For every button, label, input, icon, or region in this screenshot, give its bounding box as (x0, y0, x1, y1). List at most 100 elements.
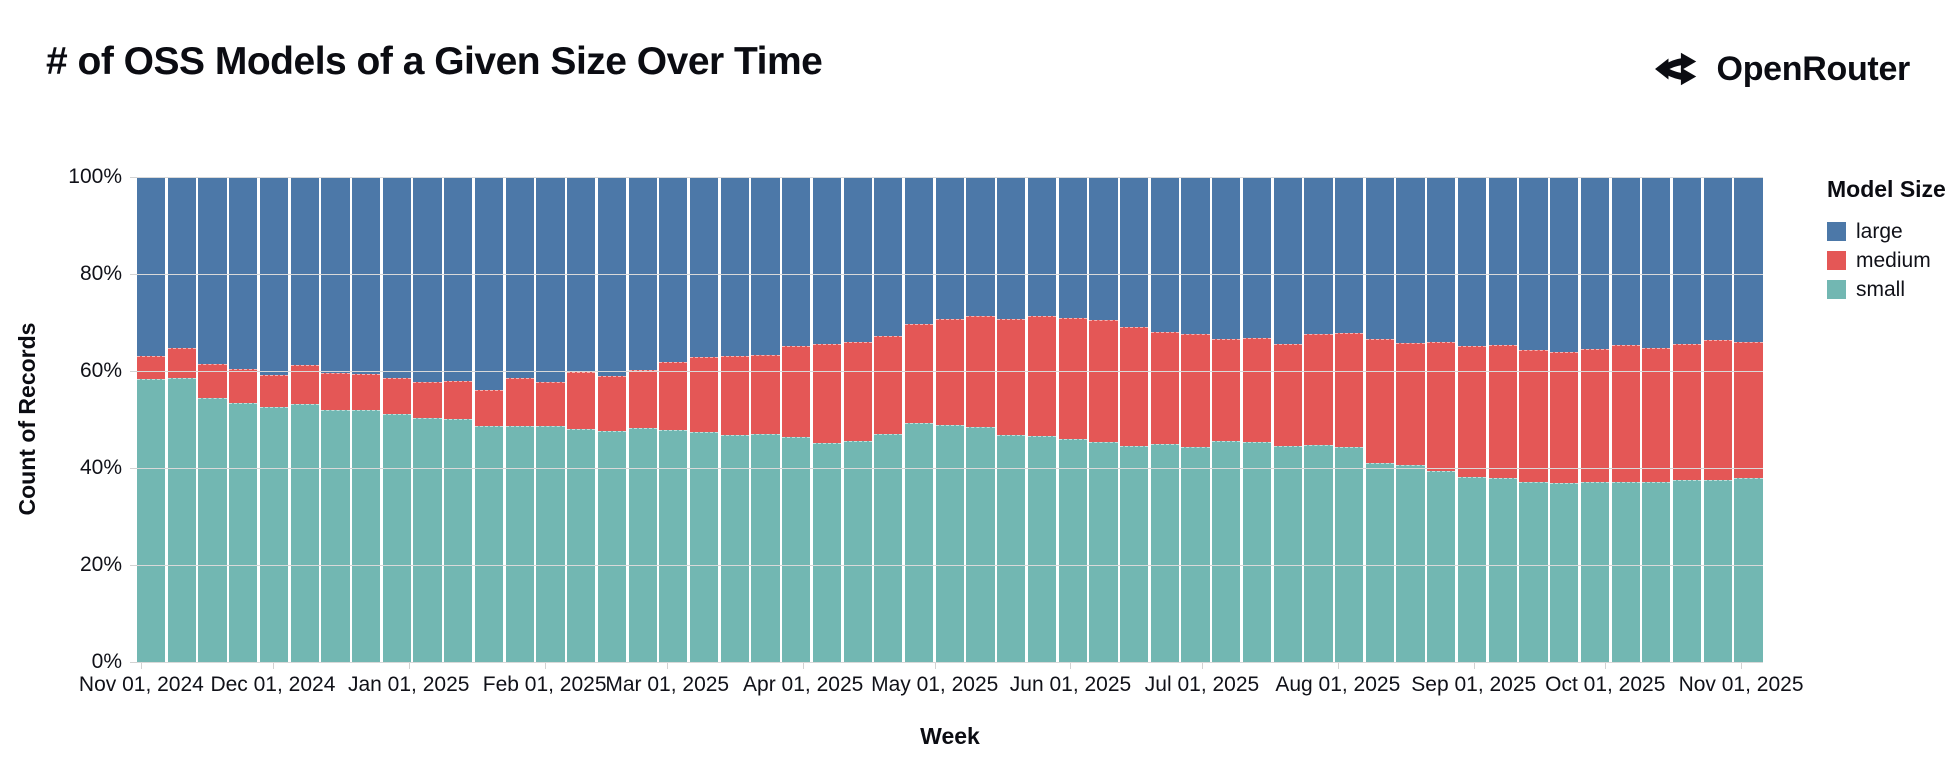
x-tick-Sep-01-2025 (1473, 663, 1475, 669)
bar-segment-large (1519, 177, 1548, 350)
bar-segment-small (1150, 444, 1179, 662)
bar-segment-large (1304, 177, 1333, 335)
x-tick-label-Dec-01-2024: Dec 01, 2024 (210, 673, 336, 696)
bar-segment-small (935, 425, 964, 662)
bar-segment-large (1457, 177, 1487, 347)
bar-segment-medium (1642, 348, 1671, 483)
bar-segment-small (1734, 477, 1763, 662)
bar-segment-medium (1396, 342, 1425, 466)
bar-week-2025-05-18 (1027, 177, 1057, 662)
bar-segment-large (1427, 177, 1456, 343)
bar-segment-large (1365, 177, 1394, 339)
bar-segment-medium (505, 378, 534, 426)
x-tick-Mar-01-2025 (667, 663, 669, 669)
bar-segment-large (1150, 177, 1179, 332)
legend: Model Size large medium small (1827, 176, 1946, 309)
bar-segment-medium (567, 371, 596, 430)
bar-week-2025-09-21 (1580, 177, 1609, 662)
bar-segment-medium (904, 323, 934, 424)
bar-segment-large (1027, 177, 1057, 317)
bar-segment-large (1335, 177, 1364, 334)
bar-week-2025-08-03 (1365, 177, 1394, 663)
bar-segment-small (1242, 442, 1272, 662)
bar-segment-medium (1150, 331, 1179, 445)
bar-segment-medium (935, 319, 964, 426)
bar-segment-medium (782, 346, 811, 437)
bar-week-2025-08-24 (1457, 177, 1487, 662)
bar-week-2025-04-13 (874, 177, 903, 662)
x-tick-label-Jun-01-2025: Jun 01, 2025 (1009, 673, 1132, 696)
bar-segment-small (1089, 441, 1118, 662)
bar-segment-large (198, 177, 227, 365)
gridline-60% (137, 371, 1763, 372)
bar-segment-small (1304, 445, 1333, 662)
bar-segment-small (1672, 480, 1702, 662)
bar-week-2024-11-10 (198, 177, 227, 662)
bar-segment-small (1611, 482, 1640, 662)
bar-segment-small (1335, 446, 1364, 662)
bar-segment-small (1457, 477, 1487, 662)
bar-week-2025-08-17 (1427, 177, 1456, 662)
x-tick-label-Nov-01-2024: Nov 01, 2024 (78, 673, 204, 696)
bar-segment-medium (1703, 340, 1732, 480)
bar-week-2025-02-23 (659, 177, 688, 662)
bar-segment-small (536, 425, 565, 662)
bar-week-2025-08-10 (1396, 177, 1425, 662)
legend-swatch-large (1827, 222, 1846, 241)
bar-segment-small (567, 429, 596, 663)
bar-segment-large (597, 177, 626, 376)
bar-segment-large (1181, 177, 1210, 335)
bar-segment-medium (720, 355, 749, 435)
x-tick-Dec-01-2024 (272, 663, 274, 669)
bar-segment-medium (198, 364, 227, 399)
bar-segment-large (904, 177, 934, 324)
bar-segment-large (689, 177, 719, 357)
legend-title: Model Size (1827, 176, 1946, 202)
legend-label-small: small (1856, 277, 1906, 301)
bar-segment-large (628, 177, 657, 370)
legend-label-medium: medium (1856, 248, 1931, 272)
bar-week-2024-12-01 (290, 177, 319, 662)
bar-week-2025-02-02 (567, 177, 596, 663)
bar-week-2025-01-05 (444, 177, 473, 662)
bar-week-2025-04-20 (904, 177, 934, 662)
legend-swatch-small (1827, 280, 1846, 299)
bar-segment-medium (259, 375, 289, 408)
y-tick-label-0%: 0% (91, 650, 122, 673)
bar-segment-small (1519, 482, 1548, 662)
bar-segment-small (1120, 445, 1149, 663)
bar-segment-medium (1488, 345, 1517, 478)
x-tick-label-Sep-01-2025: Sep 01, 2025 (1411, 673, 1537, 696)
y-axis-title: Count of Records (14, 322, 40, 516)
bar-segment-medium (1580, 349, 1609, 483)
bar-segment-small (1427, 470, 1456, 662)
x-tick-Oct-01-2025 (1605, 663, 1607, 669)
bar-segment-small (137, 379, 166, 662)
bar-week-2025-07-13 (1273, 177, 1302, 663)
x-tick-Aug-01-2025 (1337, 663, 1339, 669)
x-tick-label-Aug-01-2025: Aug 01, 2025 (1275, 673, 1401, 696)
bar-segment-small (352, 409, 381, 662)
bar-segment-medium (628, 369, 657, 429)
bar-segment-small (751, 434, 780, 663)
bar-segment-small (1550, 483, 1579, 662)
bar-segment-large (229, 177, 258, 369)
bar-week-2025-01-19 (505, 177, 534, 662)
bar-segment-small (1488, 477, 1517, 662)
x-tick-label-Jul-01-2025: Jul 01, 2025 (1144, 673, 1260, 696)
openrouter-logo-icon (1654, 46, 1704, 92)
x-tick-Nov-01-2024 (141, 663, 143, 669)
bar-segment-medium (1089, 319, 1118, 442)
bar-segment-medium (167, 348, 196, 378)
bar-week-2025-09-14 (1550, 177, 1579, 662)
bar-segment-medium (1273, 343, 1302, 446)
gridline-80% (137, 274, 1763, 275)
bar-segment-small (1365, 462, 1394, 663)
bar-segment-medium (1120, 327, 1149, 446)
bar-week-2024-11-24 (259, 177, 289, 662)
bar-week-2024-12-29 (413, 177, 442, 663)
bar-week-2025-05-04 (966, 177, 995, 662)
bar-segment-large (259, 177, 289, 376)
bar-segment-small (1212, 440, 1241, 662)
x-tick-Feb-01-2025 (544, 663, 546, 669)
